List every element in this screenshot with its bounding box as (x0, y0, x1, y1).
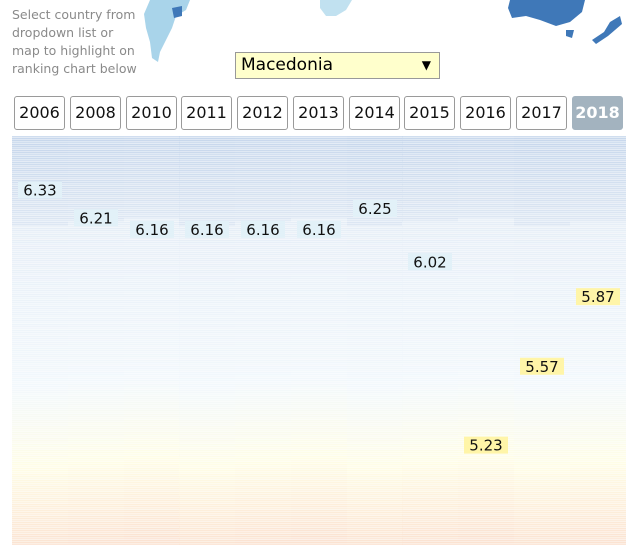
highlight-bar-2015 (408, 253, 452, 271)
column-2010 (124, 136, 180, 545)
map-south-america[interactable] (144, 0, 190, 62)
column-2014 (347, 136, 403, 545)
column-2013 (291, 136, 347, 545)
year-button-2006[interactable]: 2006 (14, 96, 65, 130)
year-button-2010[interactable]: 2010 (126, 96, 177, 130)
highlight-bar-2013 (297, 220, 341, 238)
value-label-2008: 6.21 (79, 209, 112, 227)
column-2011 (179, 136, 235, 545)
highlight-bar-2010 (130, 220, 174, 238)
year-button-2018[interactable]: 2018 (572, 96, 623, 130)
map-africa-south[interactable] (320, 0, 352, 16)
value-label-2011: 6.16 (190, 221, 223, 239)
highlight-bar-2006 (18, 181, 62, 199)
value-label-2014: 6.25 (358, 200, 391, 218)
highlight-bar-2018 (576, 288, 620, 306)
year-button-2008[interactable]: 2008 (70, 96, 121, 130)
column-2016 (458, 136, 514, 545)
map-south-america-part[interactable] (172, 6, 182, 18)
highlight-bar-2014 (353, 200, 397, 217)
value-label-2010: 6.16 (135, 221, 168, 239)
value-label-2016: 5.23 (469, 437, 502, 455)
column-2018 (570, 136, 626, 545)
highlight-bar-2011 (185, 220, 229, 238)
year-button-2012[interactable]: 2012 (237, 96, 288, 130)
map-island[interactable] (566, 30, 574, 38)
value-label-2006: 6.33 (23, 181, 56, 199)
value-label-2017: 5.57 (525, 358, 558, 376)
column-2008 (68, 136, 124, 545)
column-2015 (402, 136, 458, 545)
highlight-bar-2016 (464, 436, 508, 454)
column-2012 (235, 136, 291, 545)
highlight-bar-2012 (241, 220, 285, 238)
country-dropdown-value: Macedonia (241, 55, 333, 75)
value-label-2018: 5.87 (581, 288, 614, 306)
value-label-2013: 6.16 (302, 221, 335, 239)
value-label-2015: 6.02 (413, 253, 446, 271)
year-button-2016[interactable]: 2016 (460, 96, 511, 130)
country-dropdown[interactable]: Macedonia ▼ (235, 52, 440, 79)
dropdown-arrow-icon: ▼ (421, 58, 431, 72)
column-2017 (514, 136, 570, 545)
year-button-2011[interactable]: 2011 (181, 96, 232, 130)
year-button-2017[interactable]: 2017 (516, 96, 567, 130)
world-map[interactable] (0, 0, 635, 70)
highlight-bar-2008 (74, 209, 118, 227)
map-new-zealand[interactable] (592, 16, 622, 44)
ranking-chart: 6.33 6.21 6.16 6.16 6.16 6.16 6.25 6.02 5.23 5.57… (12, 136, 626, 545)
map-australia[interactable] (508, 0, 585, 26)
instructions-text: Select country from dropdown list or map… (12, 7, 137, 76)
year-button-2013[interactable]: 2013 (293, 96, 344, 130)
highlight-bar-2017 (520, 357, 564, 375)
year-button-2015[interactable]: 2015 (404, 96, 455, 130)
value-label-2012: 6.16 (246, 221, 279, 239)
year-button-2014[interactable]: 2014 (349, 96, 400, 130)
